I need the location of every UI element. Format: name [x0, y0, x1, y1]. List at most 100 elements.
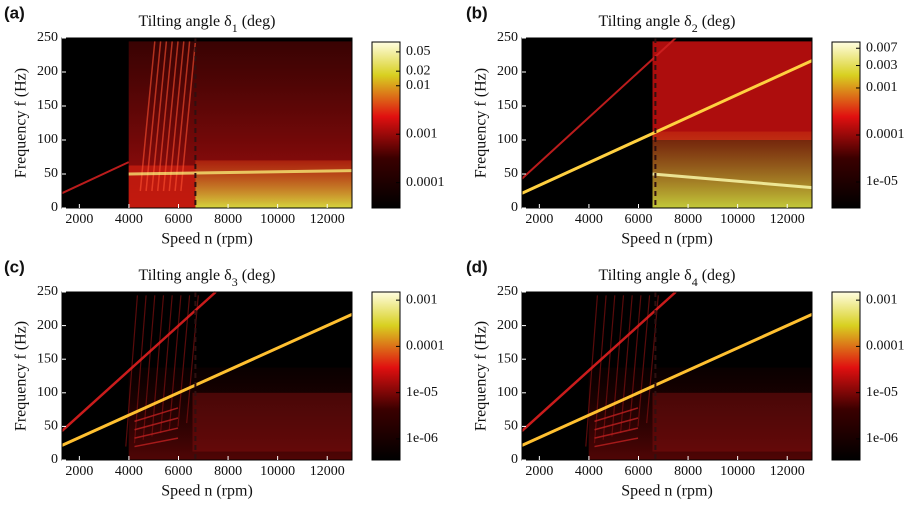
x-tick-label: 10000 — [720, 212, 755, 227]
colorbar-tick-label: 1e-06 — [406, 431, 438, 446]
y-tick-label: 150 — [497, 351, 518, 366]
harmonic-line — [521, 37, 677, 180]
colorbar-tick-label: 0.003 — [866, 58, 898, 73]
colorbar-tick-label: 0.0001 — [866, 339, 905, 354]
harmonic-line — [521, 59, 813, 195]
heatmap-region — [652, 392, 812, 452]
harmonic-line — [594, 407, 639, 423]
x-tick-label: 6000 — [624, 212, 652, 227]
colorbar-tick-label: 1e-06 — [866, 431, 898, 446]
harmonic-line — [646, 295, 659, 424]
y-tick-label: 100 — [37, 385, 58, 400]
plot-frame — [521, 291, 813, 461]
plot-frame — [61, 37, 353, 209]
x-tick-label: 8000 — [674, 212, 702, 227]
colorbar-tick-label: 0.01 — [406, 78, 431, 93]
x-tick-label: 4000 — [115, 212, 143, 227]
y-tick-label: 250 — [37, 30, 58, 45]
x-tick-label: 10000 — [260, 464, 295, 479]
colorbar — [831, 291, 861, 461]
x-tick-label: 6000 — [164, 212, 192, 227]
y-tick-label: 50 — [504, 166, 518, 181]
harmonic-line — [134, 407, 179, 423]
heatmap — [521, 37, 813, 208]
colorbar — [371, 41, 401, 209]
colorbar — [831, 41, 861, 209]
x-tick-label: 2000 — [525, 464, 553, 479]
y-tick-label: 250 — [497, 284, 518, 299]
harmonic-line — [628, 295, 642, 430]
colorbar-tick-label: 0.001 — [866, 80, 898, 95]
harmonic-line — [134, 417, 179, 431]
plot-frame — [61, 291, 353, 461]
y-tick-label: 50 — [504, 419, 518, 434]
y-tick-label: 150 — [37, 98, 58, 113]
harmonic-line — [652, 172, 813, 190]
y-tick-label: 0 — [51, 452, 58, 467]
x-tick-label: 6000 — [624, 464, 652, 479]
harmonic-line — [593, 295, 607, 444]
heatmap-region — [652, 131, 812, 208]
colorbar-tick-label: 0.007 — [866, 40, 898, 55]
colorbar — [371, 291, 401, 461]
x-tick-label: 12000 — [310, 212, 345, 227]
colorbar-tick-label: 0.0001 — [866, 127, 905, 142]
panel-label: (a) — [4, 3, 25, 22]
chart-title: Tilting angle δ2 (deg) — [599, 13, 736, 35]
y-axis-label: Frequency f (Hz) — [13, 68, 30, 178]
y-tick-label: 250 — [497, 30, 518, 45]
colorbar-tick-label: 0.05 — [406, 44, 431, 59]
plot-frame — [521, 37, 813, 209]
heatmap — [521, 291, 813, 460]
y-tick-label: 50 — [44, 419, 58, 434]
heatmap-region — [192, 392, 352, 452]
y-tick-label: 0 — [511, 200, 518, 215]
x-tick-label: 10000 — [260, 212, 295, 227]
x-tick-label: 2000 — [65, 212, 93, 227]
harmonic-line — [151, 295, 165, 437]
harmonic-line — [594, 427, 639, 439]
y-axis-label: Frequency f (Hz) — [13, 321, 30, 431]
heatmap-region — [128, 367, 352, 460]
x-tick-label: 4000 — [115, 464, 143, 479]
y-tick-label: 100 — [497, 132, 518, 147]
harmonic-line — [125, 295, 138, 447]
y-axis-label: Frequency f (Hz) — [473, 68, 490, 178]
x-axis-label: Speed n (rpm) — [621, 483, 713, 500]
heatmap — [61, 38, 353, 209]
harmonic-line — [128, 169, 353, 176]
harmonic-line — [168, 41, 185, 192]
colorbar-tick-label: 1e-05 — [866, 385, 898, 400]
chart-title: Tilting angle δ1 (deg) — [139, 13, 276, 35]
harmonic-line — [142, 295, 156, 440]
harmonic-line — [174, 41, 191, 192]
y-tick-label: 250 — [37, 284, 58, 299]
x-tick-label: 2000 — [525, 212, 553, 227]
x-tick-label: 4000 — [575, 464, 603, 479]
y-tick-label: 100 — [37, 132, 58, 147]
y-axis-label: Frequency f (Hz) — [473, 321, 490, 431]
y-tick-label: 200 — [497, 64, 518, 79]
x-tick-label: 12000 — [770, 212, 805, 227]
y-tick-label: 0 — [511, 452, 518, 467]
x-tick-label: 8000 — [214, 464, 242, 479]
harmonic-line — [585, 295, 598, 447]
x-tick-label: 8000 — [214, 212, 242, 227]
harmonic-line — [521, 291, 677, 432]
x-tick-label: 4000 — [575, 212, 603, 227]
heatmap-region — [652, 41, 812, 140]
chart-title: Tilting angle δ4 (deg) — [599, 267, 736, 289]
harmonic-line — [611, 295, 625, 437]
panel-label: (b) — [466, 3, 488, 22]
harmonic-line — [61, 161, 130, 195]
harmonic-line — [61, 291, 217, 432]
heatmap-region — [195, 160, 352, 208]
harmonic-line — [162, 41, 179, 192]
colorbar-tick-label: 0.0001 — [406, 175, 445, 190]
heatmap — [61, 291, 353, 460]
harmonic-line — [134, 437, 179, 448]
colorbar-tick-label: 0.02 — [406, 63, 431, 78]
harmonic-line — [186, 295, 199, 424]
panel-label: (c) — [4, 257, 25, 276]
